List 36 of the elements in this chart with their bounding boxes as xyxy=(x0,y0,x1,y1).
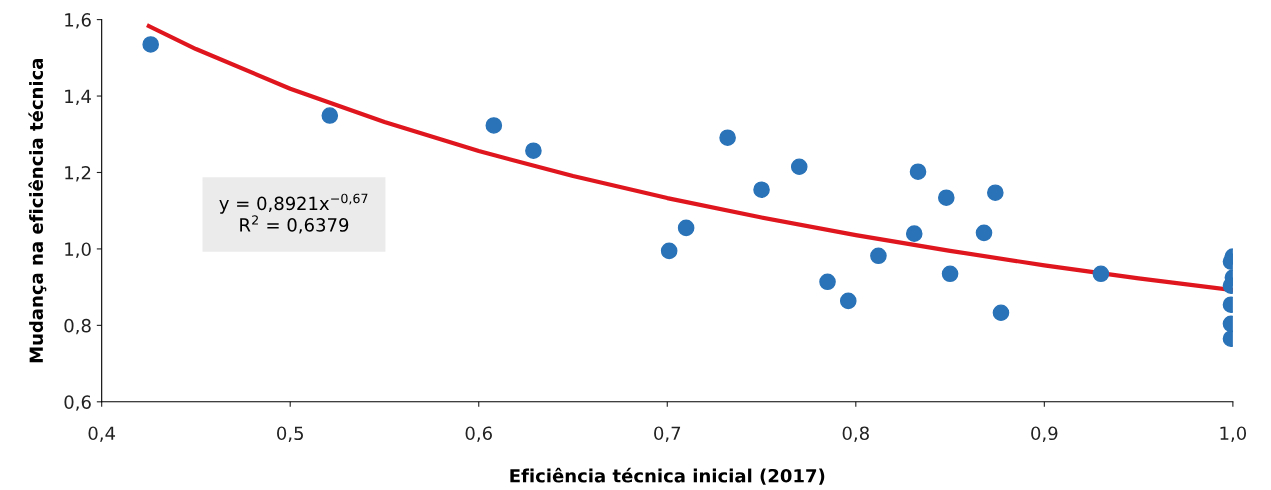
point xyxy=(142,36,160,53)
point xyxy=(677,219,695,237)
point xyxy=(937,189,955,207)
y-tick-label: 0,6 xyxy=(64,395,91,411)
y-axis-title: Mudança na eficiência técnica xyxy=(28,58,47,363)
text: y = 0,8921x$^{−0,67}$ R$^{2}$ = 0,6379 xyxy=(219,193,368,234)
x-tick-label: 0,8 xyxy=(842,426,869,442)
y-tick-label: 1,0 xyxy=(65,242,91,258)
x-tick-label: 0,9 xyxy=(1031,426,1058,442)
x-tick-label: 1,0 xyxy=(1220,426,1247,442)
point xyxy=(321,107,339,124)
y-tick-label: 1,6 xyxy=(65,13,91,29)
x-tick-label: 0,7 xyxy=(654,426,681,442)
y-tick-label: 1,2 xyxy=(65,165,91,182)
point xyxy=(753,181,770,198)
point xyxy=(1092,265,1110,283)
point xyxy=(790,158,808,176)
x-tick-label: 0,5 xyxy=(277,426,303,442)
point xyxy=(819,273,836,291)
point xyxy=(975,224,993,242)
y-tick-label: 1,4 xyxy=(65,89,91,105)
y-tick-label: 0,8 xyxy=(64,318,91,335)
point xyxy=(941,265,959,283)
point xyxy=(987,184,1004,202)
point xyxy=(525,142,542,159)
point xyxy=(660,242,678,260)
point xyxy=(992,304,1010,322)
point xyxy=(870,247,887,265)
point xyxy=(485,117,503,134)
x-axis-title: Eficiência técnica inicial (2017) xyxy=(510,467,825,485)
x-tick-label: 0,4 xyxy=(88,426,116,442)
point xyxy=(905,225,923,242)
point xyxy=(839,292,857,310)
x-tick-label: 0,6 xyxy=(465,426,492,442)
point xyxy=(719,129,736,147)
point xyxy=(909,163,927,181)
